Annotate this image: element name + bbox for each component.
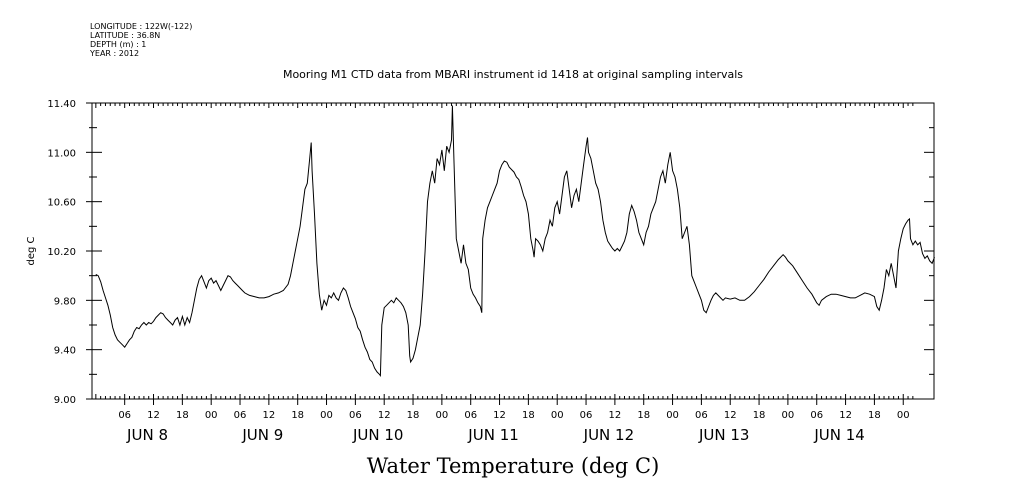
latitude-label: LATITUDE : 36.8N xyxy=(90,31,161,40)
x-tick-label: 18 xyxy=(522,410,535,421)
x-tick-label: 00 xyxy=(666,410,679,421)
x-tick-label: 18 xyxy=(753,410,766,421)
y-tick-label: 10.60 xyxy=(47,198,76,209)
x-tick-label: 06 xyxy=(695,410,708,421)
x-tick-label: 00 xyxy=(782,410,795,421)
day-label: JUN 9 xyxy=(241,426,283,444)
x-tick-label: 18 xyxy=(868,410,881,421)
x-tick-label: 18 xyxy=(291,410,304,421)
y-tick-label: 9.80 xyxy=(54,296,76,307)
x-tick-label: 06 xyxy=(234,410,247,421)
y-tick-label: 9.00 xyxy=(54,395,76,406)
x-tick-label: 12 xyxy=(609,410,622,421)
y-tick-label: 10.20 xyxy=(47,247,76,258)
x-tick-label: 06 xyxy=(349,410,362,421)
plot-frame xyxy=(91,102,935,400)
x-tick-label: 06 xyxy=(118,410,131,421)
day-label: JUN 13 xyxy=(698,426,749,444)
y-tick-label: 11.40 xyxy=(47,99,76,110)
x-tick-label: 06 xyxy=(464,410,477,421)
x-tick-label: 06 xyxy=(810,410,823,421)
chart-title: Mooring M1 CTD data from MBARI instrumen… xyxy=(282,68,744,81)
x-tick-label: 12 xyxy=(378,410,391,421)
day-label: JUN 10 xyxy=(352,426,403,444)
x-tick-label: 12 xyxy=(839,410,852,421)
longitude-label: LONGITUDE : 122W(-122) xyxy=(90,22,193,31)
x-tick-label: 00 xyxy=(551,410,564,421)
x-tick-label: 12 xyxy=(724,410,737,421)
x-axis-title: Water Temperature (deg C) xyxy=(366,454,660,478)
x-tick-label: 18 xyxy=(407,410,420,421)
x-tick-label: 00 xyxy=(897,410,910,421)
x-tick-label: 00 xyxy=(436,410,449,421)
x-tick-label: 00 xyxy=(205,410,218,421)
x-tick-label: 18 xyxy=(637,410,650,421)
x-tick-label: 06 xyxy=(580,410,593,421)
x-tick-label: 12 xyxy=(493,410,506,421)
day-label: JUN 14 xyxy=(813,426,864,444)
depth-label: DEPTH (m) : 1 xyxy=(90,40,147,49)
y-tick-label: 9.40 xyxy=(54,346,76,357)
x-tick-label: 00 xyxy=(320,410,333,421)
y-tick-label: 11.00 xyxy=(47,148,76,159)
x-tick-label: 12 xyxy=(147,410,160,421)
metadata-block: LONGITUDE : 122W(-122) LATITUDE : 36.8N … xyxy=(90,22,192,58)
x-tick-label: 18 xyxy=(176,410,189,421)
axis-ticks xyxy=(86,102,934,405)
axis-labels: 9.00 9.40 9.80 10.20 10.60 11.00 11.40 06 12 18 00… xyxy=(47,99,909,444)
year-label: YEAR : 2012 xyxy=(90,49,140,58)
day-label: JUN 11 xyxy=(467,426,518,444)
day-label: JUN 12 xyxy=(583,426,634,444)
day-label: JUN 8 xyxy=(126,426,168,444)
y-axis-title: deg C xyxy=(26,236,37,265)
temperature-series-line xyxy=(95,105,935,378)
x-tick-label: 12 xyxy=(262,410,275,421)
